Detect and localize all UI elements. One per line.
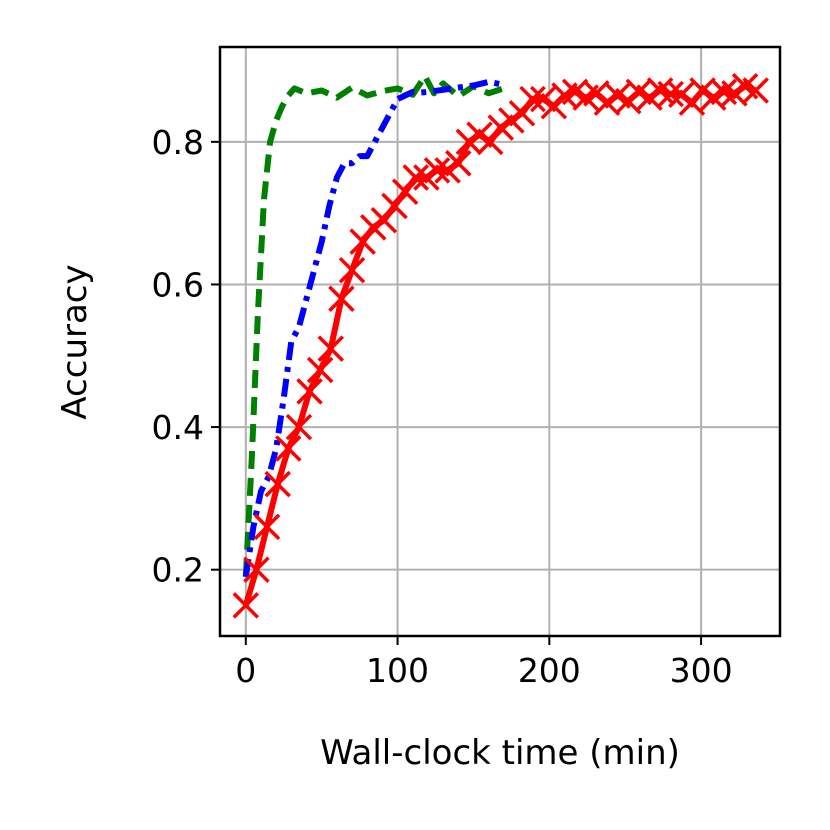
series-line-0 [242,73,505,577]
y-tick-label: 0.6 [152,265,204,304]
series-marker-2 [519,85,546,113]
plot-area [232,72,769,619]
series-marker-2 [370,207,398,234]
series-marker-2 [264,470,291,498]
series-marker-2 [253,513,281,541]
series-marker-2 [381,192,408,220]
x-axis-label: Wall-clock time (min) [320,733,680,773]
series-marker-2 [402,164,430,191]
x-tick-label: 200 [518,651,581,690]
series-marker-2 [317,335,345,362]
axis-ticks [211,140,703,645]
tick-labels: 0 100 200 300 0.2 0.4 0.6 0.8 [152,123,733,690]
series-marker-2 [243,556,270,583]
y-tick-label: 0.4 [152,408,204,447]
y-tick-label: 0.2 [152,551,204,590]
series-line-1 [242,78,505,578]
series-layer [232,72,769,619]
series-marker-2 [742,77,769,104]
x-tick-label: 300 [670,651,733,690]
series-marker-2 [391,178,419,205]
y-axis-label: Accuracy [55,264,95,419]
series-marker-2 [508,100,536,127]
x-tick-label: 0 [235,651,256,690]
series-marker-2 [476,128,504,156]
series-marker-2 [232,592,260,619]
series-marker-2 [423,157,451,184]
series-marker-2 [338,256,366,284]
x-tick-label: 100 [366,651,429,690]
series-marker-2 [296,378,323,405]
series-marker-2 [275,435,302,462]
series-marker-2 [349,228,376,255]
y-tick-label: 0.8 [152,123,204,162]
series-marker-2 [306,356,334,384]
series-marker-2 [328,285,355,312]
series-marker-2 [445,149,472,177]
series-marker-2 [657,80,684,108]
plot-frame [218,45,782,638]
series-marker-2 [710,78,738,106]
series-marker-2 [285,413,313,441]
